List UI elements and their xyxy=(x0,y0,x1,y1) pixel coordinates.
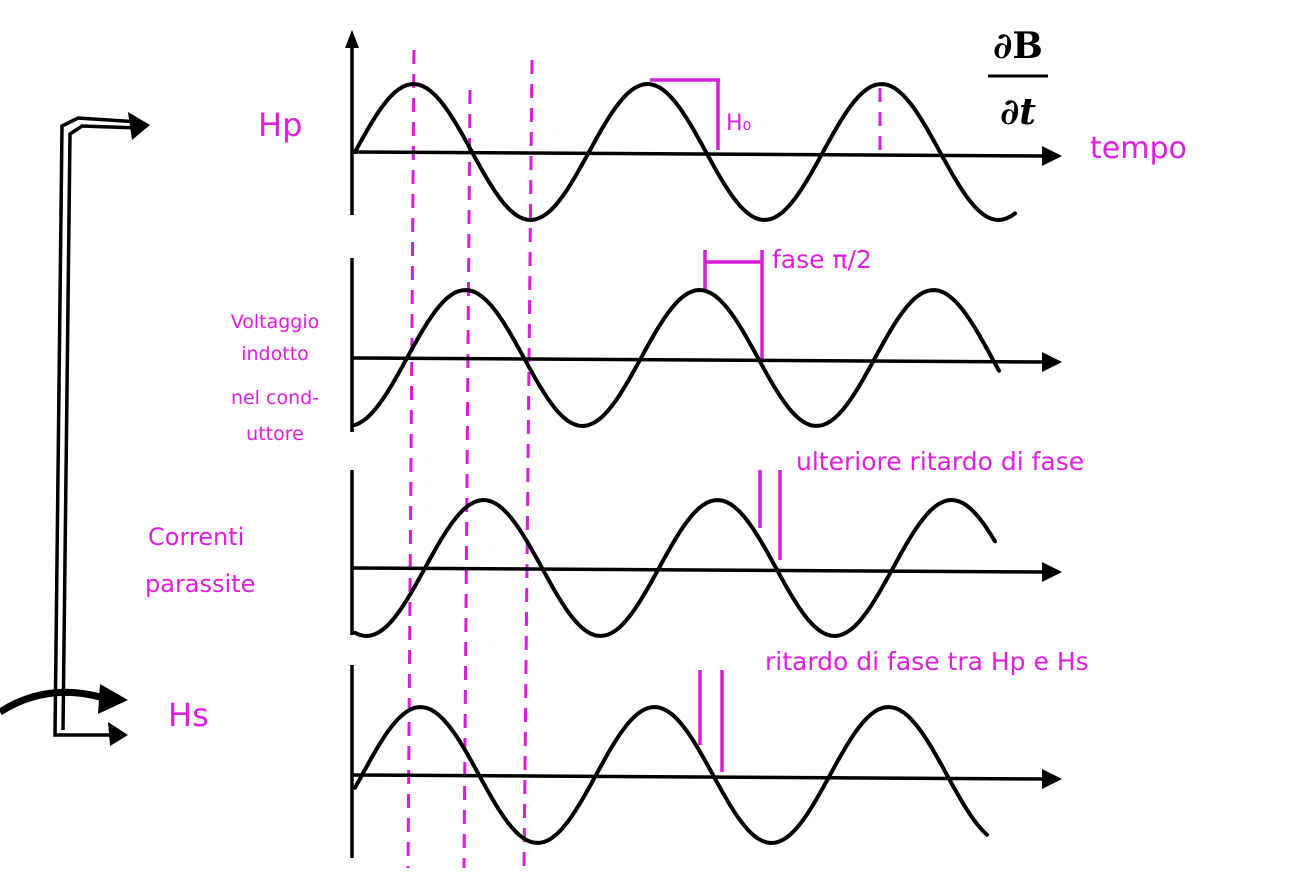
row-label: indotto xyxy=(241,343,309,365)
row-label: nel cond- xyxy=(231,387,319,409)
row-label: Hp xyxy=(258,106,302,144)
axis-label: tempo xyxy=(1090,131,1187,166)
formula-denominator: ∂t xyxy=(1000,91,1036,133)
row-label: parassite xyxy=(145,570,255,598)
formula-numerator: ∂B xyxy=(993,25,1043,67)
row-label: Voltaggio xyxy=(231,311,320,333)
row-label: Hs xyxy=(168,696,209,734)
annotation: ritardo di fase tra Hp e Hs xyxy=(765,647,1089,676)
annotation: ulteriore ritardo di fase xyxy=(796,447,1084,476)
annotation: H₀ xyxy=(726,111,752,136)
row-label: uttore xyxy=(246,423,304,445)
diagram: ∂B ∂t Hp H₀ tempo Voltaggio indotto nel … xyxy=(0,0,1309,891)
row-label: Correnti xyxy=(148,523,244,551)
annotation: fase π/2 xyxy=(772,245,872,274)
